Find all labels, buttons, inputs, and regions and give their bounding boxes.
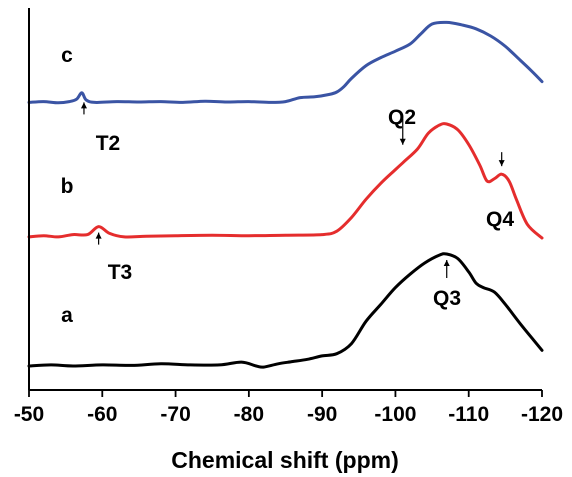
series-label-c: c (61, 44, 73, 67)
annotation-label-t2: T2 (96, 132, 121, 155)
x-tick-label: -70 (160, 403, 190, 426)
x-tick-label: -80 (234, 403, 264, 426)
series-b-line (27, 122, 544, 240)
annotation-label-t3: T3 (108, 261, 133, 284)
annotation-arrowhead-q4 (498, 160, 505, 167)
x-tick-label: -50 (14, 403, 44, 426)
x-ticks: -50 -60 -70 -80 -90 -100 -110 -120 (14, 390, 563, 426)
x-tick-label: -60 (87, 403, 117, 426)
annotation-label-q4: Q4 (486, 208, 514, 231)
x-tick-label: -90 (307, 403, 337, 426)
annotations: T2 T3 Q2 Q4 Q3 (80, 102, 514, 310)
x-tick-label: -110 (448, 403, 489, 426)
plot-area (27, 20, 544, 369)
series-label-a: a (61, 304, 73, 327)
annotation-label-q2: Q2 (388, 106, 416, 129)
annotation-arrowhead-q3 (443, 260, 450, 266)
x-tick-label: -120 (521, 403, 563, 426)
annotation-label-q3: Q3 (433, 287, 461, 310)
x-axis-label: Chemical shift (ppm) (171, 447, 398, 473)
annotation-arrowhead-t2 (80, 102, 87, 109)
series-a-line (27, 252, 544, 369)
x-axis (28, 8, 542, 391)
annotation-arrowhead-t3 (95, 232, 102, 239)
annotation-arrowhead-q2 (399, 138, 406, 145)
series-label-b: b (61, 175, 74, 198)
series-labels: c b a (61, 44, 74, 327)
x-tick-label: -100 (374, 403, 416, 426)
series-c-line (27, 20, 544, 105)
